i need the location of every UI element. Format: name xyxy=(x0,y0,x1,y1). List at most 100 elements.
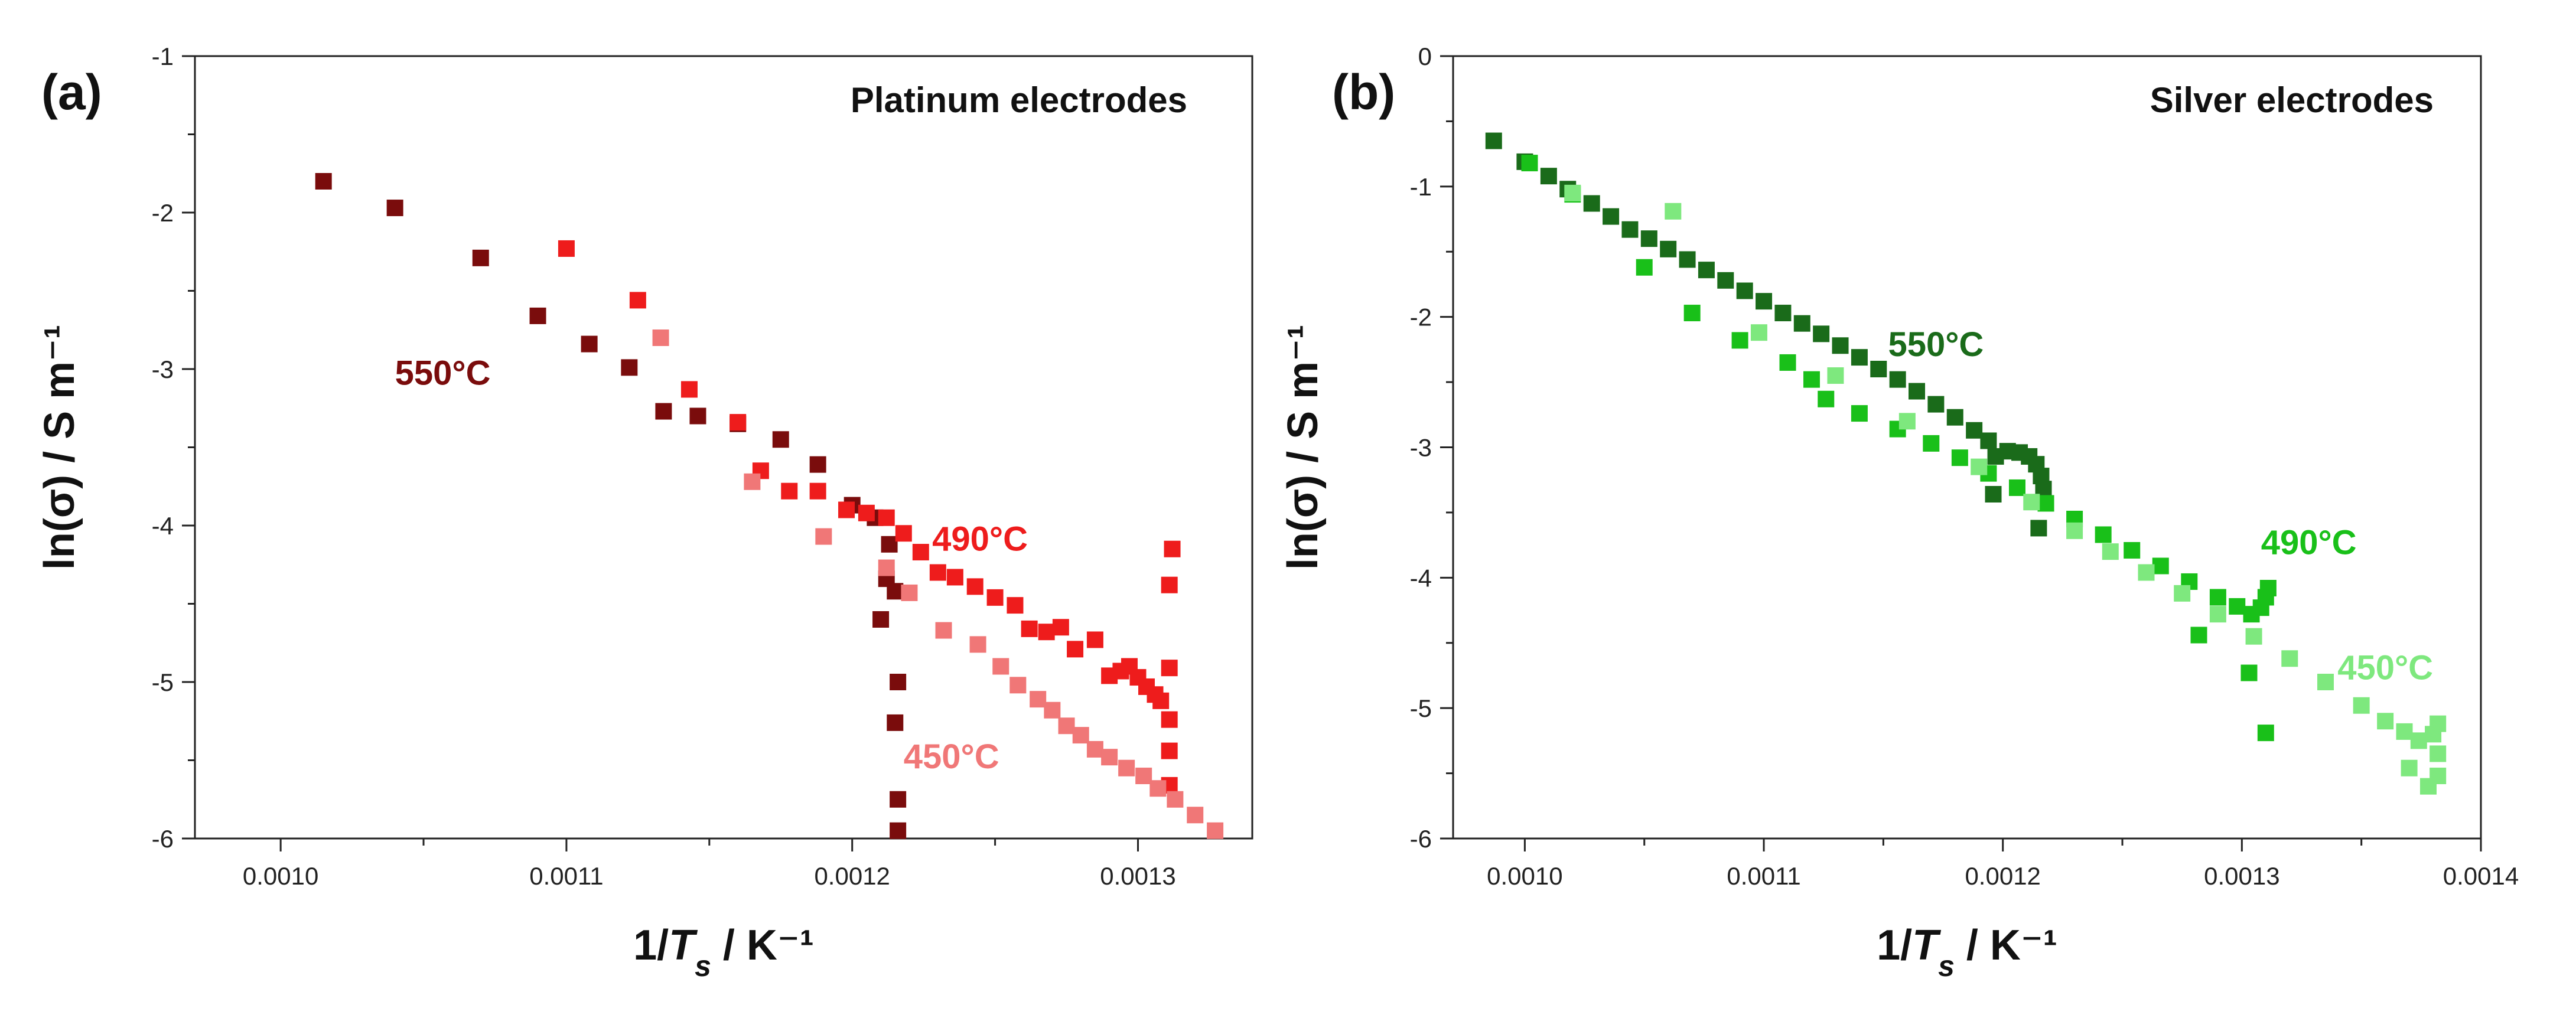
data-point xyxy=(1851,349,1868,366)
data-point xyxy=(781,482,798,500)
data-point xyxy=(1058,717,1075,735)
y-axis-title: ln(σ) / S m⁻¹ xyxy=(1279,325,1327,570)
data-point xyxy=(1985,486,2002,503)
data-point xyxy=(2174,585,2191,602)
data-point xyxy=(2229,598,2246,615)
y-tick-label: -4 xyxy=(1410,564,1432,592)
data-point xyxy=(1946,409,1963,426)
series-0 xyxy=(315,173,907,839)
data-point xyxy=(1521,155,1538,172)
data-point xyxy=(1564,184,1581,201)
data-point xyxy=(472,249,489,266)
data-point xyxy=(1927,396,1945,413)
data-point xyxy=(1101,749,1118,766)
y-tick-label: -2 xyxy=(152,199,174,227)
data-point xyxy=(772,431,789,448)
data-point xyxy=(1966,422,1983,439)
data-point xyxy=(935,622,952,639)
data-point xyxy=(1009,677,1027,694)
panel-title: Silver electrodes xyxy=(2150,80,2434,120)
data-point xyxy=(1750,324,1767,341)
data-point xyxy=(386,200,403,217)
data-point xyxy=(2102,543,2119,560)
series-2 xyxy=(652,329,1224,839)
data-point xyxy=(1923,435,1940,452)
data-point xyxy=(2030,520,2047,537)
data-point xyxy=(890,822,907,839)
data-point xyxy=(1636,259,1653,276)
data-point xyxy=(809,482,826,500)
data-point xyxy=(2430,715,2447,732)
data-point xyxy=(1152,692,1170,709)
data-point xyxy=(1660,240,1677,257)
data-point xyxy=(890,791,907,808)
x-tick-label: 0.0010 xyxy=(243,862,318,890)
x-tick-label: 0.0013 xyxy=(1100,862,1175,890)
data-point xyxy=(529,307,546,324)
y-tick-label: -5 xyxy=(1410,694,1432,722)
data-point xyxy=(1683,305,1701,322)
data-point xyxy=(872,611,890,628)
data-point xyxy=(1067,641,1084,658)
x-axis-title: 1/Ts / K⁻¹ xyxy=(1877,922,2057,983)
data-point xyxy=(1086,740,1103,758)
panel-b: 0.0010 0.0011 0.0012 0.0013 0.0014 -6 -5 -4 -3 -2… xyxy=(1279,43,2519,983)
data-point xyxy=(1044,701,1061,719)
x-tick-label: 0.0011 xyxy=(1727,862,1800,890)
series-1 xyxy=(1521,155,2277,742)
x-tick-label: 0.0010 xyxy=(1487,862,1562,890)
data-point xyxy=(1980,432,1997,449)
data-point xyxy=(992,658,1009,675)
data-point xyxy=(1731,332,1748,349)
data-point xyxy=(1818,390,1835,407)
data-point xyxy=(1167,791,1184,808)
data-point xyxy=(901,584,918,601)
data-point xyxy=(1052,619,1069,636)
series-label: 450°C xyxy=(904,738,999,776)
data-point xyxy=(2138,564,2155,581)
data-point xyxy=(2257,725,2274,742)
data-point xyxy=(1149,780,1167,797)
data-point xyxy=(730,414,747,431)
data-point xyxy=(2317,674,2334,690)
data-point xyxy=(887,583,904,600)
data-point xyxy=(652,329,669,346)
data-point xyxy=(744,473,761,490)
y-tick-label: -6 xyxy=(1410,825,1432,853)
data-point xyxy=(1827,367,1844,384)
y-tick-label: -4 xyxy=(152,512,174,540)
y-tick-label: 0 xyxy=(1418,43,1432,70)
data-point xyxy=(838,501,855,518)
data-point xyxy=(1621,221,1639,238)
data-point xyxy=(2410,732,2427,749)
plot-frame xyxy=(194,55,1253,840)
data-point xyxy=(1793,315,1810,332)
data-point xyxy=(986,589,1004,606)
data-point xyxy=(1072,727,1089,744)
y-tick-label: -2 xyxy=(1410,304,1432,331)
series-label: 450°C xyxy=(2337,649,2433,687)
data-point xyxy=(1698,262,1715,279)
data-point xyxy=(1007,597,1024,614)
data-point xyxy=(1207,822,1224,839)
data-point xyxy=(895,525,912,542)
data-point xyxy=(2245,628,2262,645)
data-point xyxy=(1665,203,1682,220)
data-point xyxy=(1485,132,1502,149)
x-tick-label: 0.0011 xyxy=(529,862,603,890)
data-point xyxy=(2430,745,2447,762)
data-point xyxy=(1756,293,1773,310)
panel-label: (b) xyxy=(1332,64,1395,120)
data-point xyxy=(1086,631,1103,648)
y-tick-label: -3 xyxy=(1410,434,1432,462)
data-point xyxy=(946,569,963,586)
data-point xyxy=(1803,371,1820,388)
series-label: 490°C xyxy=(2261,524,2357,562)
data-point xyxy=(1679,251,1696,268)
data-point xyxy=(878,509,895,526)
data-point xyxy=(2066,522,2083,539)
panel-title: Platinum electrodes xyxy=(851,80,1187,120)
data-point xyxy=(2240,664,2258,681)
data-point xyxy=(2190,627,2207,644)
